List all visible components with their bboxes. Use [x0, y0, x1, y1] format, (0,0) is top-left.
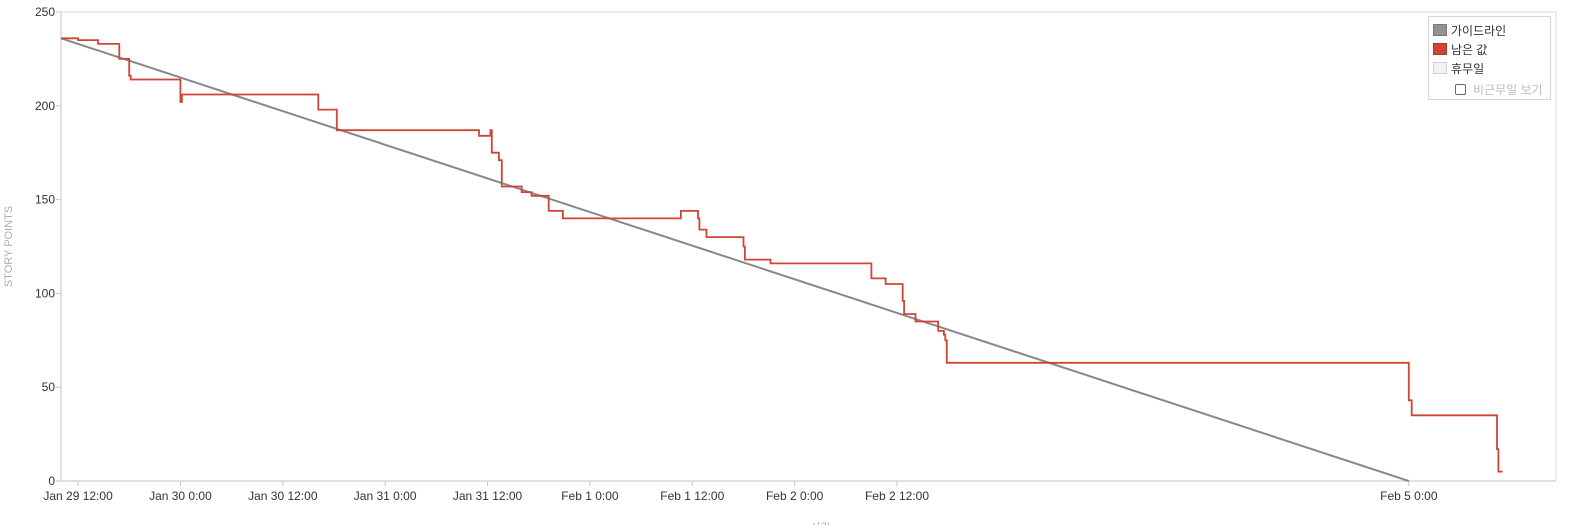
x-tick-label: Jan 29 12:00 [43, 489, 113, 503]
y-tick-label: 200 [35, 99, 55, 113]
legend-swatch-guideline [1433, 24, 1447, 36]
y-axis-title: STORY POINTS [3, 206, 15, 287]
remaining-series-line [61, 37, 1503, 473]
legend-item-guideline[interactable]: 가이드라인 [1433, 22, 1506, 38]
legend-label-remaining: 남은 값 [1451, 42, 1488, 57]
x-tick-label: Feb 5 0:00 [1380, 489, 1438, 503]
x-tick-label: Jan 30 0:00 [149, 489, 212, 503]
x-tick-label: Jan 30 12:00 [248, 489, 318, 503]
x-tick-label: Feb 2 12:00 [865, 489, 929, 503]
x-tick-label: Feb 1 0:00 [561, 489, 619, 503]
y-tick-label: 100 [35, 286, 55, 300]
x-tick-label: Feb 2 0:00 [766, 489, 824, 503]
legend-swatch-remaining [1433, 43, 1447, 55]
guideline-series-line [60, 37, 1410, 482]
show-non-working-days-toggle[interactable]: 비근무일 보기 [1455, 81, 1543, 98]
show-non-working-days-checkbox[interactable] [1455, 84, 1466, 95]
y-tick-label: 50 [42, 380, 56, 394]
x-tick-label: Jan 31 0:00 [354, 489, 417, 503]
y-tick-label: 150 [35, 193, 55, 207]
y-tick-label: 0 [48, 474, 55, 488]
x-tick-label: Jan 31 12:00 [453, 489, 523, 503]
x-axis-title: 시간 [810, 521, 830, 525]
legend-label-non-working-days: 휴무일 [1451, 61, 1485, 76]
legend-swatch-non-working-days [1433, 62, 1447, 74]
y-tick-label: 250 [35, 5, 55, 19]
legend-label-guideline: 가이드라인 [1451, 23, 1507, 38]
show-non-working-days-label: 비근무일 보기 [1473, 83, 1543, 97]
chart-legend: 가이드라인 남은 값 휴무일 비근무일 보기 [1428, 16, 1551, 100]
legend-item-remaining[interactable]: 남은 값 [1433, 41, 1487, 57]
legend-item-non-working-days[interactable]: 휴무일 [1433, 60, 1484, 76]
x-tick-label: Feb 1 12:00 [660, 489, 724, 503]
